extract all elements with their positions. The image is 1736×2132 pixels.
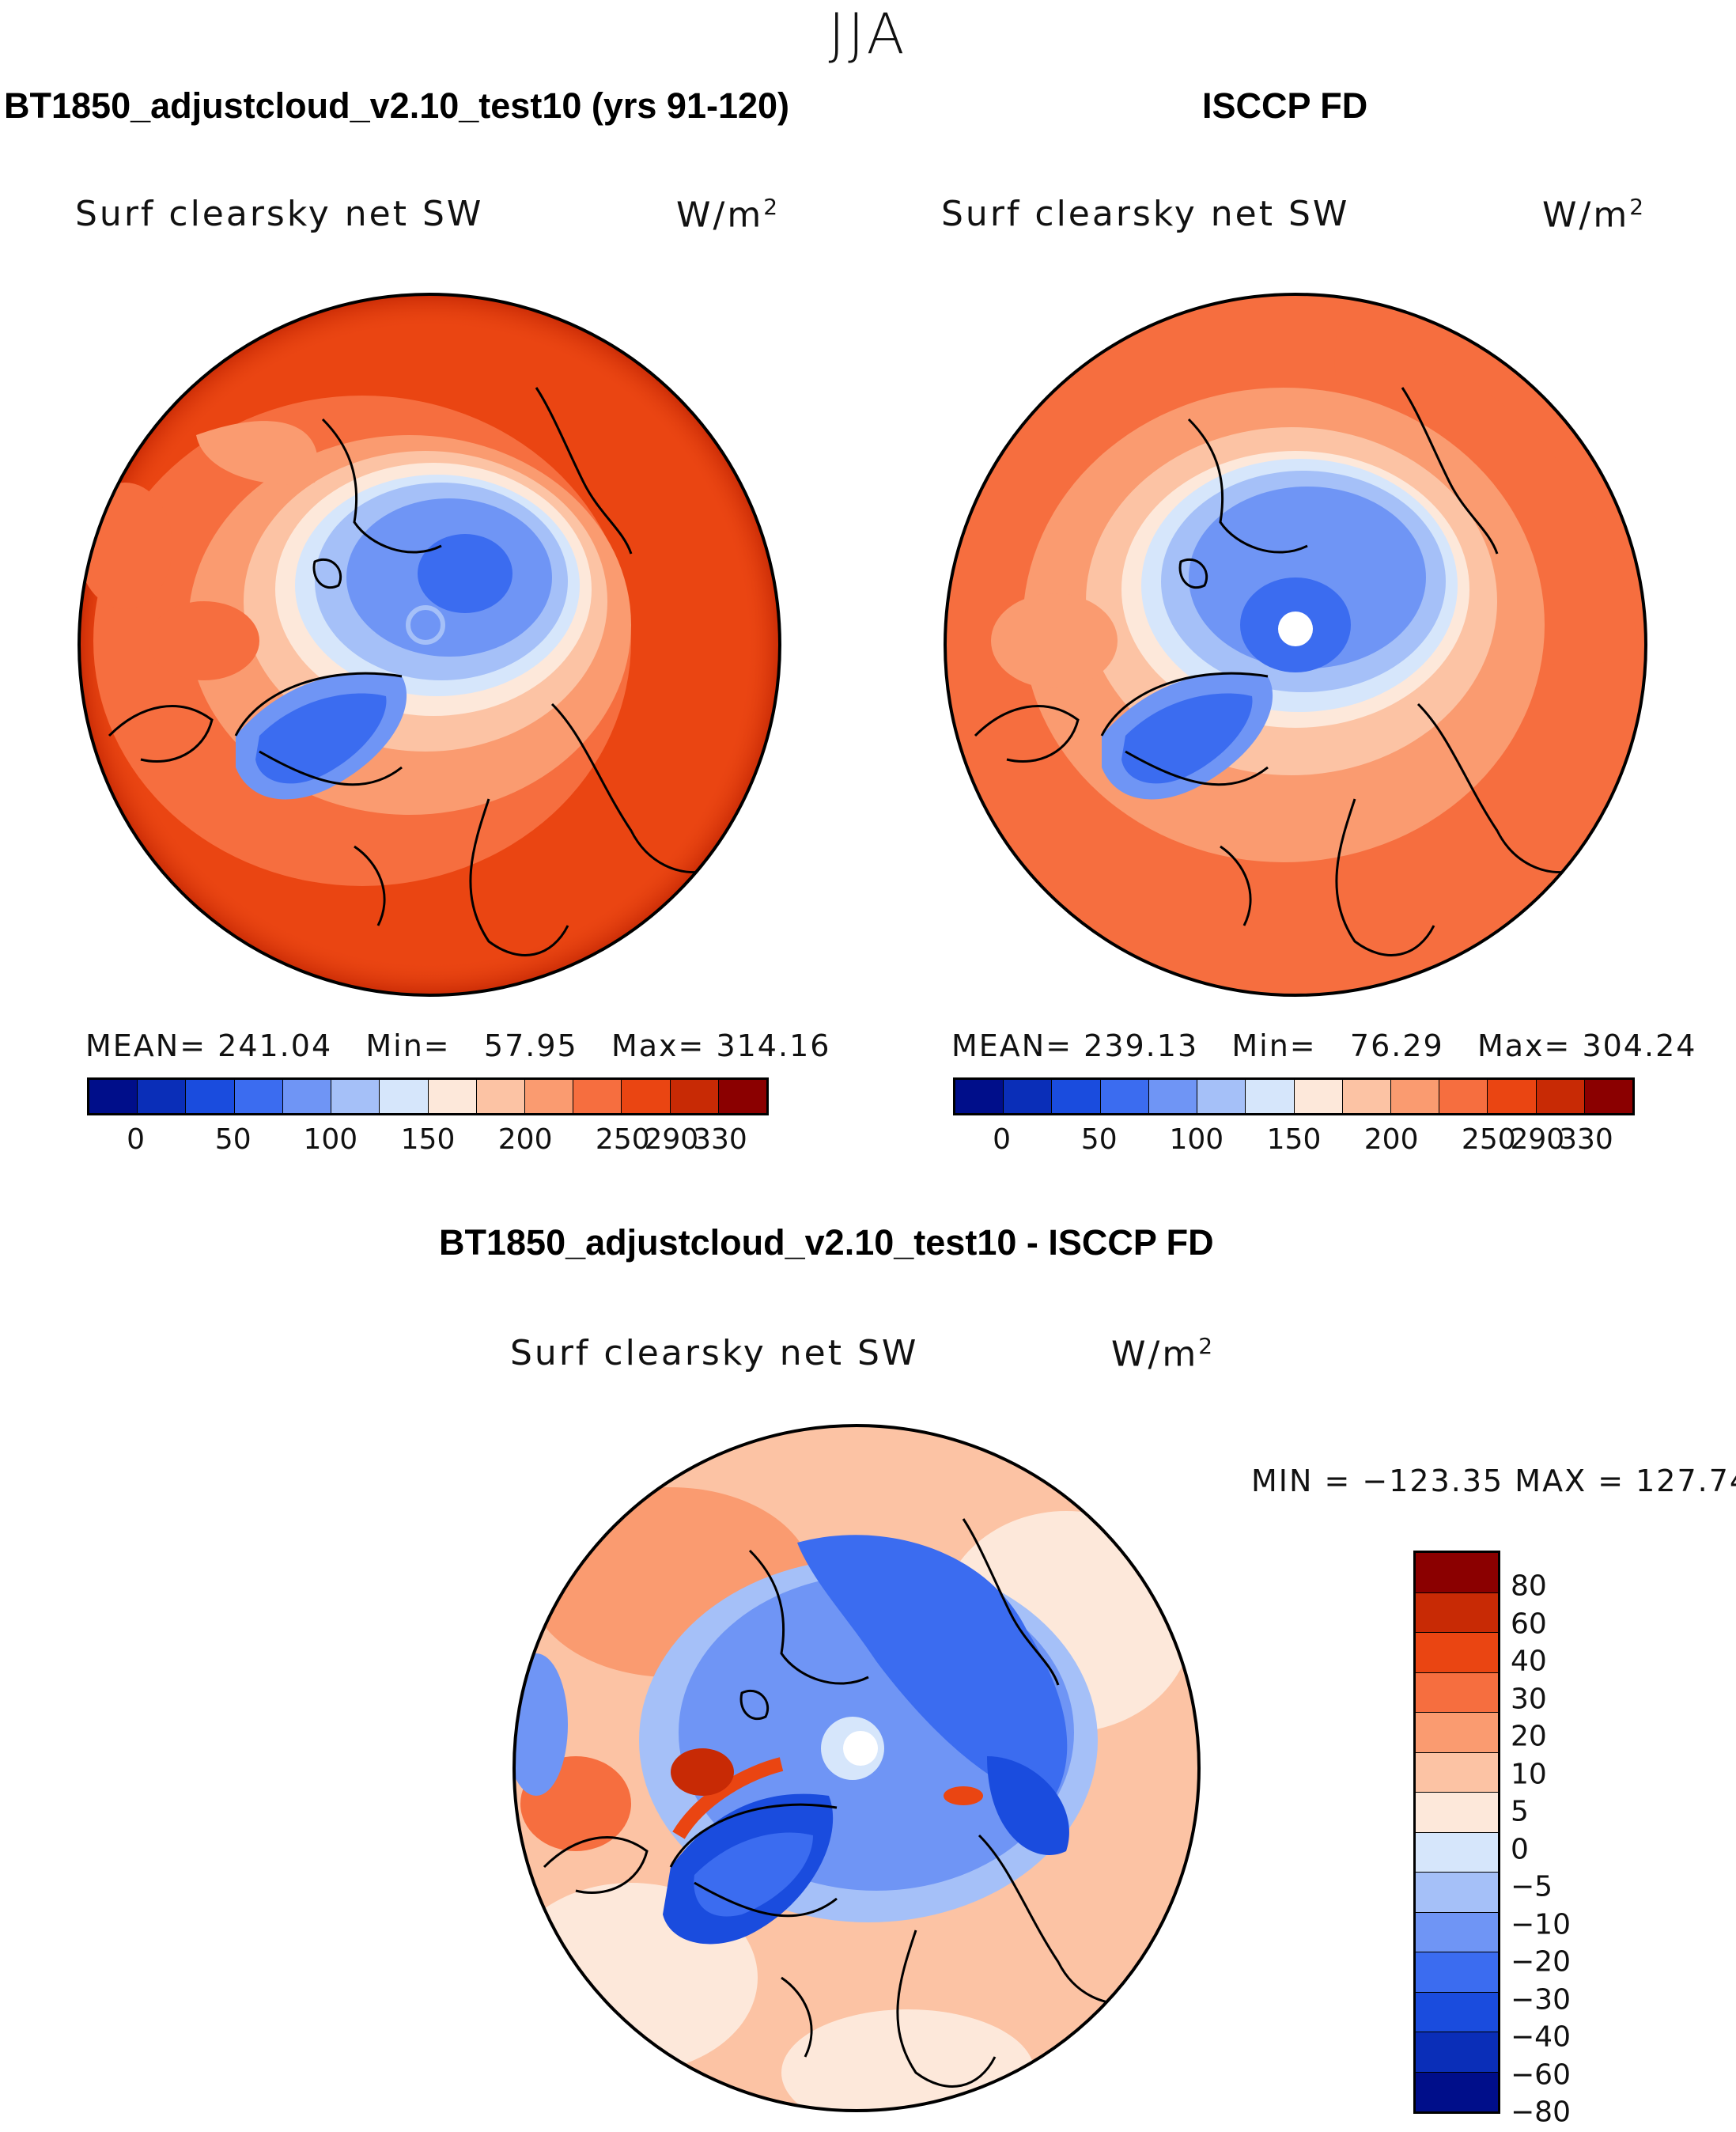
colorbar-tick-label: −40 — [1511, 2020, 1571, 2054]
colorbar-swatch — [186, 1080, 235, 1113]
colorbar-tick-label: 250 — [595, 1123, 650, 1156]
colorbar-swatch — [89, 1080, 138, 1113]
colorbar-tick-label: −30 — [1511, 1983, 1571, 2017]
colorbar-swatch — [1416, 1952, 1498, 1993]
colorbar-tick-label: 60 — [1511, 1608, 1547, 1641]
colorbar-swatch — [573, 1080, 622, 1113]
model-field-label: Surf clearsky net SW — [75, 194, 484, 234]
colorbar-swatch — [1100, 1080, 1149, 1113]
colorbar-tick-label: −60 — [1511, 2058, 1571, 2092]
model-colorbar-ticks: 0 50 100 150 200 250 290 330 — [87, 1123, 769, 1163]
colorbar-tick-label: 50 — [214, 1123, 252, 1156]
colorbar-tick-label: 330 — [1559, 1123, 1613, 1156]
colorbar-swatch — [1004, 1080, 1053, 1113]
model-stats: MEAN= 241.04 Min= 57.95 Max= 314.16 — [85, 1028, 831, 1063]
colorbar-swatch — [670, 1080, 719, 1113]
diff-stats: MIN = −123.35 MAX = 127.74 — [1251, 1464, 1736, 1498]
season-title: JJA — [828, 2, 908, 66]
colorbar-swatch — [524, 1080, 574, 1113]
colorbar-swatch — [1416, 1752, 1498, 1793]
model-units-label: W/m2 — [676, 194, 781, 236]
colorbar-swatch — [622, 1080, 671, 1113]
colorbar-swatch — [1416, 1832, 1498, 1873]
colorbar-tick-label: 0 — [1511, 1833, 1529, 1866]
colorbar-tick-label: 10 — [1511, 1758, 1547, 1791]
colorbar-swatch — [955, 1080, 1004, 1113]
colorbar-swatch — [1416, 2032, 1498, 2073]
colorbar-swatch — [428, 1080, 477, 1113]
diff-field-label: Surf clearsky net SW — [510, 1333, 919, 1373]
colorbar-tick-label: 5 — [1511, 1795, 1529, 1828]
colorbar-swatch — [138, 1080, 187, 1113]
colorbar-swatch — [1416, 1992, 1498, 2032]
model-polar-map — [78, 293, 781, 997]
colorbar-tick-label: 150 — [1266, 1123, 1322, 1156]
colorbar-tick-label: 0 — [993, 1123, 1012, 1156]
obs-units-label: W/m2 — [1542, 194, 1647, 236]
colorbar-swatch — [1052, 1080, 1101, 1113]
colorbar-swatch — [476, 1080, 525, 1113]
colorbar-tick-label: 100 — [1169, 1123, 1224, 1156]
colorbar-tick-label: 330 — [693, 1123, 747, 1156]
colorbar-swatch — [1390, 1080, 1440, 1113]
colorbar-swatch — [1294, 1080, 1343, 1113]
colorbar-tick-label: 250 — [1461, 1123, 1516, 1156]
colorbar-swatch — [1342, 1080, 1391, 1113]
colorbar-tick-label: 290 — [644, 1123, 699, 1156]
obs-panel-title: ISCCP FD — [1202, 85, 1368, 126]
colorbar-swatch — [331, 1080, 380, 1113]
colorbar-swatch — [1416, 1672, 1498, 1713]
model-panel-title: BT1850_adjustcloud_v2.10_test10 (yrs 91-… — [4, 85, 790, 126]
colorbar-swatch — [1416, 1592, 1498, 1633]
colorbar-swatch — [1197, 1080, 1246, 1113]
obs-polar-map — [944, 293, 1647, 997]
colorbar-swatch — [1416, 1633, 1498, 1673]
colorbar-tick-label: 290 — [1510, 1123, 1565, 1156]
diff-units-label: W/m2 — [1111, 1333, 1216, 1375]
colorbar-swatch — [380, 1080, 429, 1113]
colorbar-swatch — [1536, 1080, 1585, 1113]
colorbar-swatch — [1416, 1912, 1498, 1952]
diff-polar-map — [512, 1424, 1201, 2112]
model-colorbar — [87, 1077, 769, 1115]
colorbar-tick-label: 100 — [303, 1123, 358, 1156]
colorbar-tick-label: 30 — [1511, 1683, 1547, 1716]
colorbar-swatch — [234, 1080, 283, 1113]
colorbar-swatch — [1584, 1080, 1633, 1113]
diff-panel-title: BT1850_adjustcloud_v2.10_test10 - ISCCP … — [439, 1222, 1214, 1263]
colorbar-tick-label: 150 — [400, 1123, 456, 1156]
colorbar-swatch — [1488, 1080, 1537, 1113]
obs-field-label: Surf clearsky net SW — [941, 194, 1350, 234]
colorbar-swatch — [1416, 1873, 1498, 1913]
colorbar-tick-label: 200 — [1363, 1123, 1419, 1156]
colorbar-tick-label: −10 — [1511, 1908, 1571, 1941]
colorbar-swatch — [1246, 1080, 1295, 1113]
colorbar-swatch — [1416, 1713, 1498, 1753]
diff-colorbar-ticks: 80 60 40 30 20 10 5 0 −5 −10 −20 −30 −40 −60 −80 — [1511, 1551, 1629, 2129]
obs-colorbar-ticks: 0 50 100 150 200 250 290 330 — [953, 1123, 1635, 1163]
colorbar-tick-label: −20 — [1511, 1945, 1571, 1979]
colorbar-tick-label: 50 — [1080, 1123, 1118, 1156]
colorbar-tick-label: 200 — [497, 1123, 553, 1156]
colorbar-swatch — [718, 1080, 767, 1113]
colorbar-swatch — [1416, 1793, 1498, 1833]
colorbar-swatch — [1416, 2072, 1498, 2111]
obs-stats: MEAN= 239.13 Min= 76.29 Max= 304.24 — [951, 1028, 1697, 1063]
obs-colorbar — [953, 1077, 1635, 1115]
colorbar-swatch — [1416, 1553, 1498, 1593]
colorbar-tick-label: 80 — [1511, 1570, 1547, 1603]
colorbar-swatch — [1439, 1080, 1488, 1113]
colorbar-tick-label: −5 — [1511, 1870, 1553, 1903]
colorbar-tick-label: 0 — [127, 1123, 146, 1156]
colorbar-swatch — [1148, 1080, 1198, 1113]
diff-colorbar — [1413, 1551, 1500, 2114]
colorbar-tick-label: 20 — [1511, 1720, 1547, 1753]
colorbar-tick-label: 40 — [1511, 1645, 1547, 1678]
colorbar-tick-label: −80 — [1511, 2096, 1571, 2129]
colorbar-swatch — [282, 1080, 332, 1113]
